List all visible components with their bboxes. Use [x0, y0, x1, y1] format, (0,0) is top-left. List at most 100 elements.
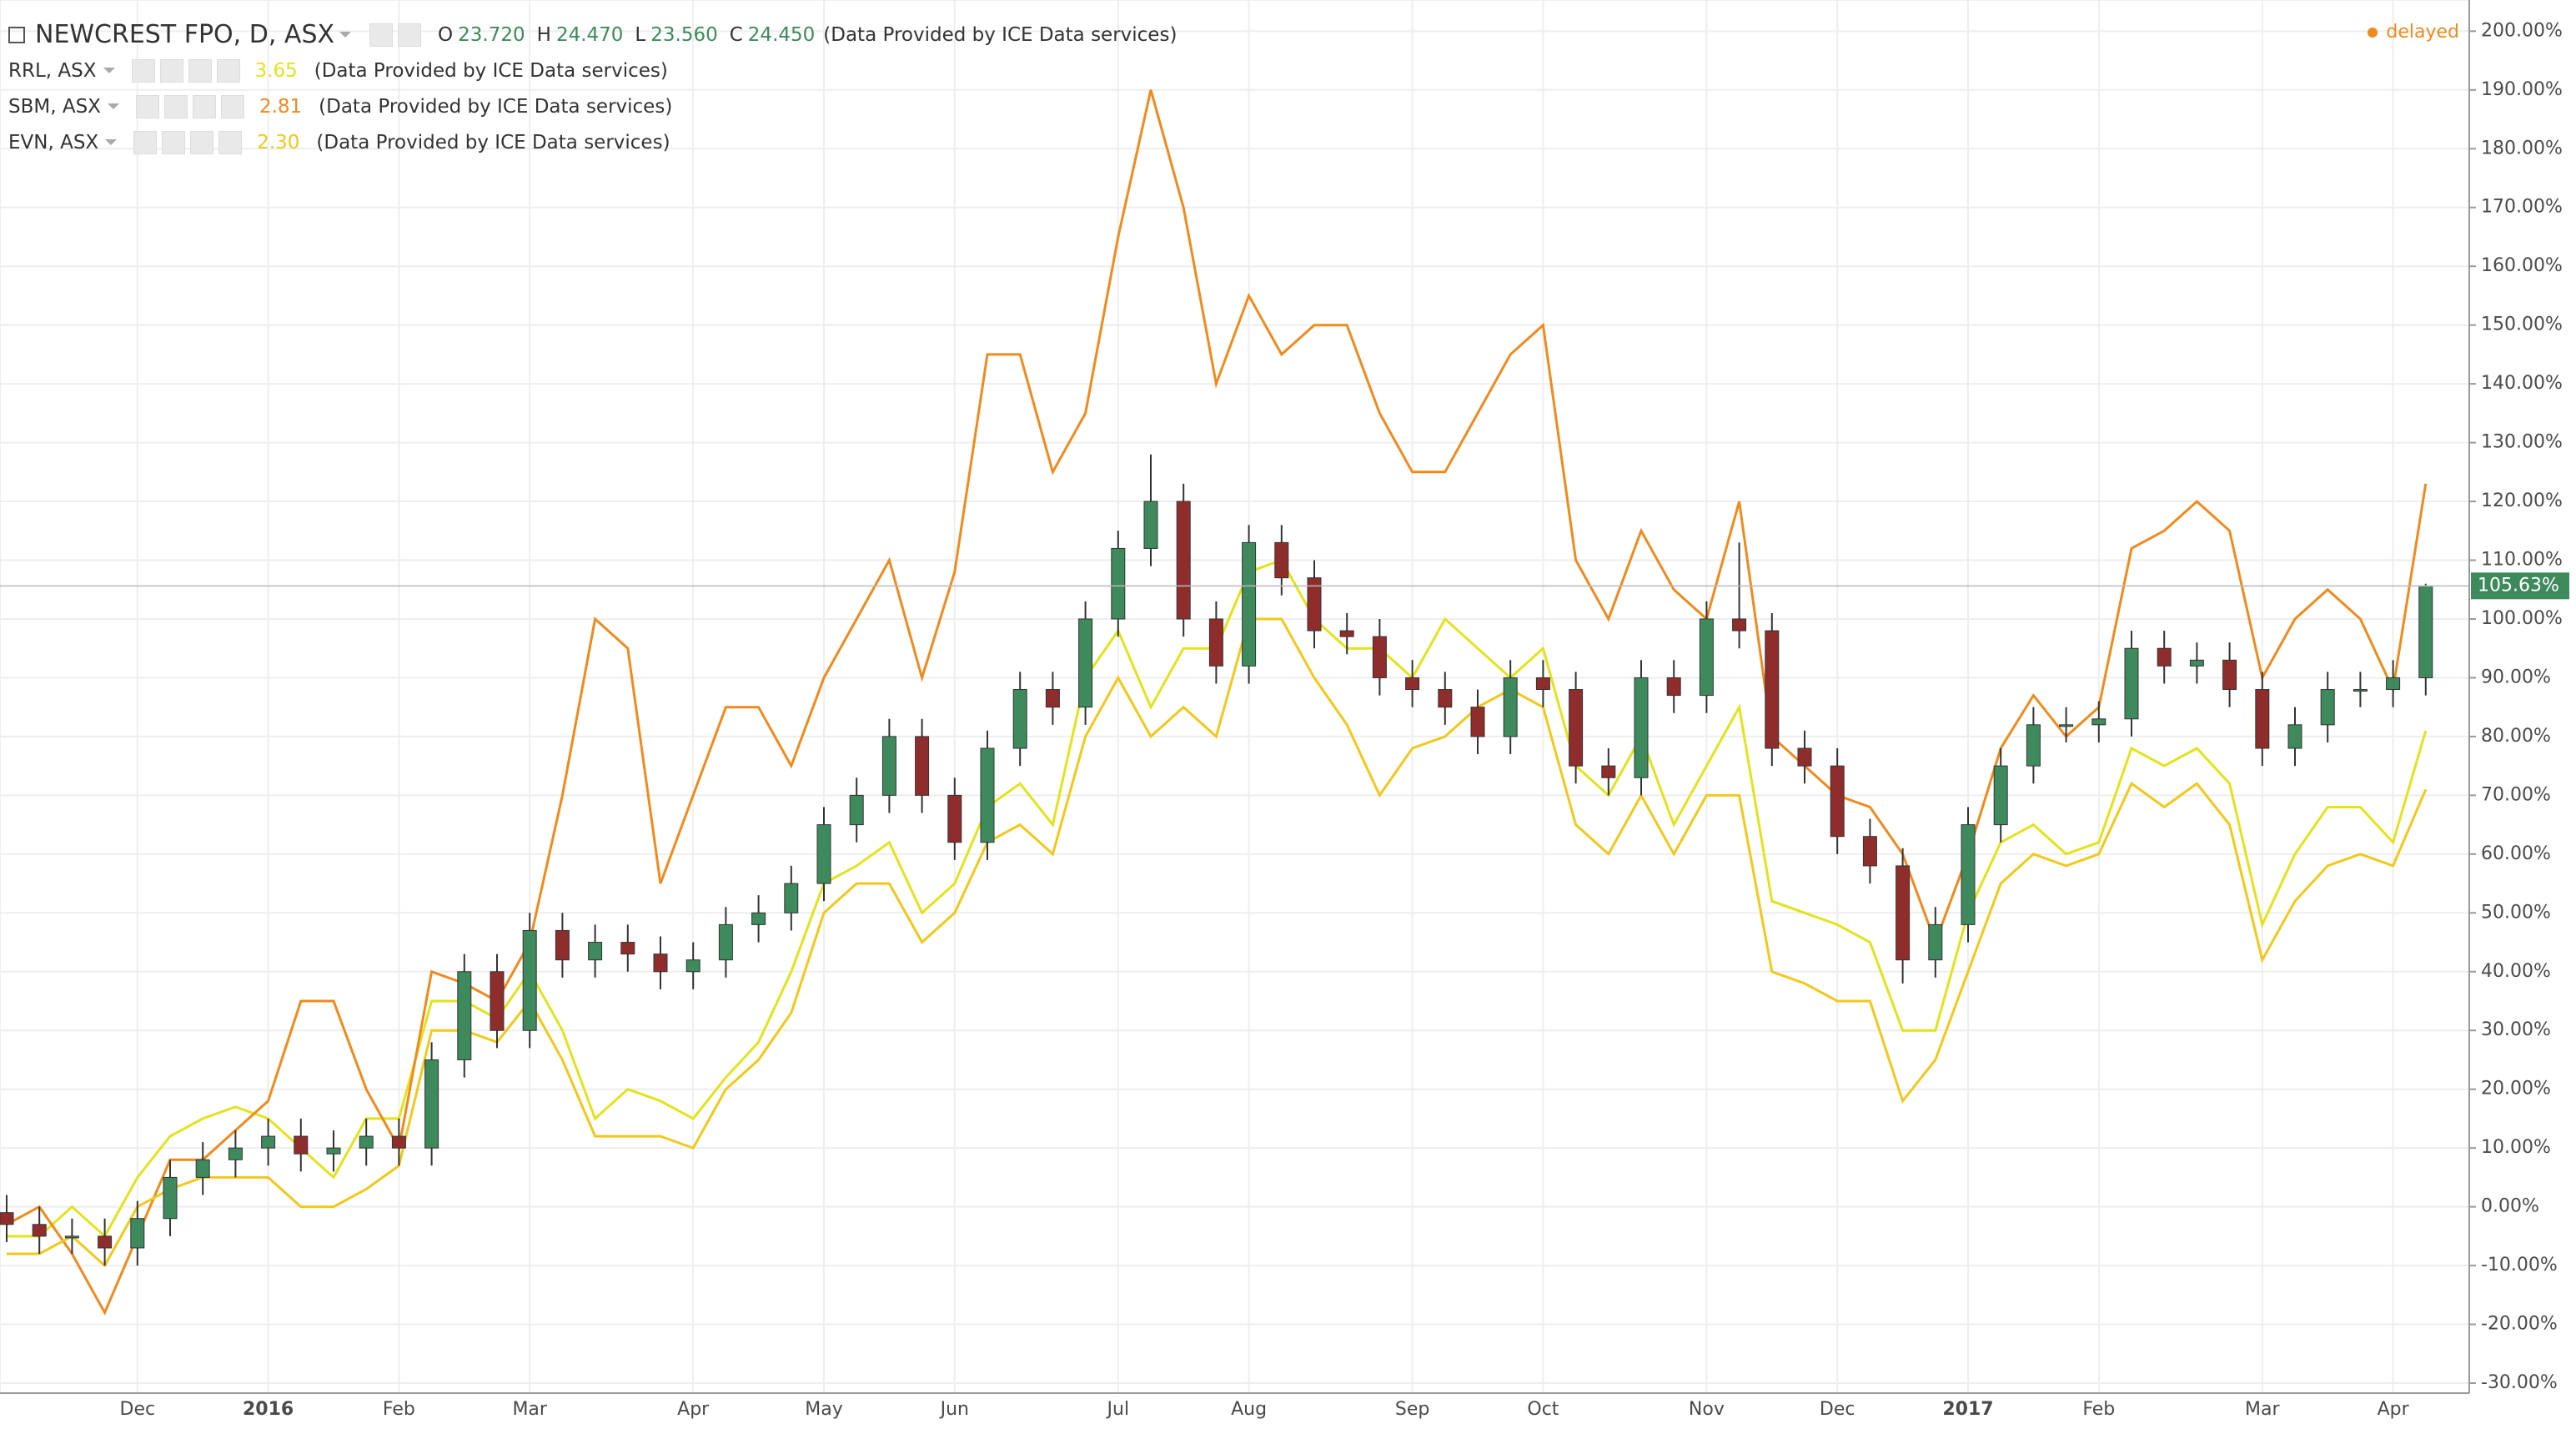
x-tick-label: Aug: [1231, 1399, 1267, 1420]
candle-body: [915, 736, 930, 796]
candle-body: [457, 971, 472, 1060]
x-tick-label: Jun: [939, 1399, 969, 1420]
comparison-line: [6, 89, 2428, 1316]
candle-body: [0, 1212, 14, 1225]
candle-body: [1470, 707, 1485, 737]
legend-name: EVN, ASX: [8, 131, 99, 153]
x-tick-label: Dec: [120, 1399, 156, 1420]
candle-body: [1862, 836, 1877, 867]
last-value-label: 105.63%: [2478, 575, 2559, 596]
menu-caret[interactable]: [339, 32, 352, 38]
ohlc-key: H: [536, 23, 551, 46]
legend-button[interactable]: [163, 94, 188, 118]
ohlc-value: 23.560: [650, 23, 718, 46]
y-tick-label: 60.00%: [2481, 843, 2551, 864]
candle-body: [947, 794, 962, 843]
legend-button[interactable]: [218, 130, 243, 154]
x-tick-label: Mar: [2245, 1399, 2280, 1420]
legend-value: 3.65: [254, 59, 298, 82]
x-tick-label: Oct: [1527, 1399, 1559, 1420]
candle-body: [881, 736, 896, 796]
y-tick-label: 200.00%: [2481, 20, 2563, 41]
legend-button[interactable]: [162, 130, 186, 154]
candle-body: [98, 1235, 113, 1249]
candle-body: [228, 1147, 243, 1160]
chart-title: NEWCREST FPO, D, ASX: [35, 20, 335, 49]
legend-button[interactable]: [192, 94, 216, 118]
legend-button[interactable]: [216, 58, 240, 83]
menu-caret[interactable]: [107, 103, 119, 109]
y-tick-label: 110.00%: [2481, 550, 2563, 571]
candle-body: [2353, 689, 2368, 692]
candle-body: [195, 1159, 210, 1178]
y-tick-label: -30.00%: [2481, 1372, 2558, 1393]
candle-body: [1045, 689, 1060, 708]
candle-body: [1307, 577, 1322, 631]
collapse-button[interactable]: [8, 26, 25, 43]
y-tick-label: 180.00%: [2481, 138, 2563, 158]
candle-body: [490, 971, 505, 1031]
menu-caret[interactable]: [105, 139, 118, 145]
candle-body: [1666, 677, 1681, 697]
y-tick-label: -20.00%: [2481, 1314, 2558, 1335]
candle-body: [522, 929, 537, 1031]
candle-body: [32, 1224, 47, 1237]
legend-name: SBM, ASX: [8, 95, 101, 118]
plot-area: [0, 0, 2470, 1394]
legend-button[interactable]: [220, 94, 244, 118]
y-tick-label: 100.00%: [2481, 608, 2563, 629]
y-tick-label: 80.00%: [2481, 726, 2551, 747]
candle-body: [1928, 923, 1943, 961]
candle-body: [2386, 677, 2401, 691]
y-tick-label: 70.00%: [2481, 784, 2551, 805]
y-tick-label: 30.00%: [2481, 1019, 2551, 1040]
candle-body: [980, 747, 995, 843]
legend-button[interactable]: [133, 130, 158, 154]
candle-body: [1896, 865, 1911, 961]
y-tick-label: 10.00%: [2481, 1137, 2551, 1158]
y-tick-label: 140.00%: [2481, 373, 2563, 394]
menu-caret[interactable]: [103, 68, 115, 73]
candle-body: [2189, 659, 2204, 667]
legend-button[interactable]: [159, 58, 183, 83]
legend-button[interactable]: [131, 58, 155, 83]
candle-body: [130, 1218, 145, 1249]
y-tick-label: 20.00%: [2481, 1079, 2551, 1099]
x-tick-label: Sep: [1395, 1399, 1429, 1420]
candle-body: [2157, 647, 2172, 667]
visibility-button[interactable]: [369, 23, 394, 47]
x-tick-label: Mar: [512, 1399, 547, 1420]
candle-body: [2059, 724, 2074, 727]
candle-body: [359, 1135, 374, 1149]
legend-button[interactable]: [135, 94, 159, 118]
candle-body: [1634, 677, 1649, 778]
legend-name: RRL, ASX: [8, 59, 97, 82]
ohlc: O 23.720 H 24.470 L 23.560 C 24.450: [426, 24, 815, 46]
candle-body: [2026, 724, 2041, 767]
legend-button[interactable]: [188, 58, 212, 83]
x-tick-label: Jul: [1106, 1399, 1130, 1420]
candle-body: [718, 923, 733, 961]
legend-button[interactable]: [190, 130, 214, 154]
candle-body: [1569, 689, 1584, 767]
x-tick-label: 2017: [1942, 1399, 1993, 1420]
status: delayed: [2368, 22, 2459, 43]
candle-body: [751, 912, 766, 925]
candle-body: [2091, 718, 2106, 726]
legend-row: EVN, ASX 2.30 (Data Provided by ICE Data s…: [8, 124, 1177, 160]
ohlc-value: 24.450: [747, 23, 816, 46]
candle-body: [1830, 765, 1845, 838]
y-tick-label: 130.00%: [2481, 432, 2563, 453]
candle-body: [620, 942, 635, 955]
candle-body: [1765, 630, 1780, 749]
legend-value: 2.30: [257, 131, 300, 153]
candle-body: [1274, 541, 1289, 579]
x-tick-label: Apr: [677, 1399, 710, 1420]
ohlc-value: 24.470: [555, 23, 624, 46]
candle-body: [1208, 618, 1223, 667]
candle-body: [64, 1235, 79, 1239]
settings-button[interactable]: [398, 23, 422, 47]
candle-body: [2320, 689, 2335, 726]
